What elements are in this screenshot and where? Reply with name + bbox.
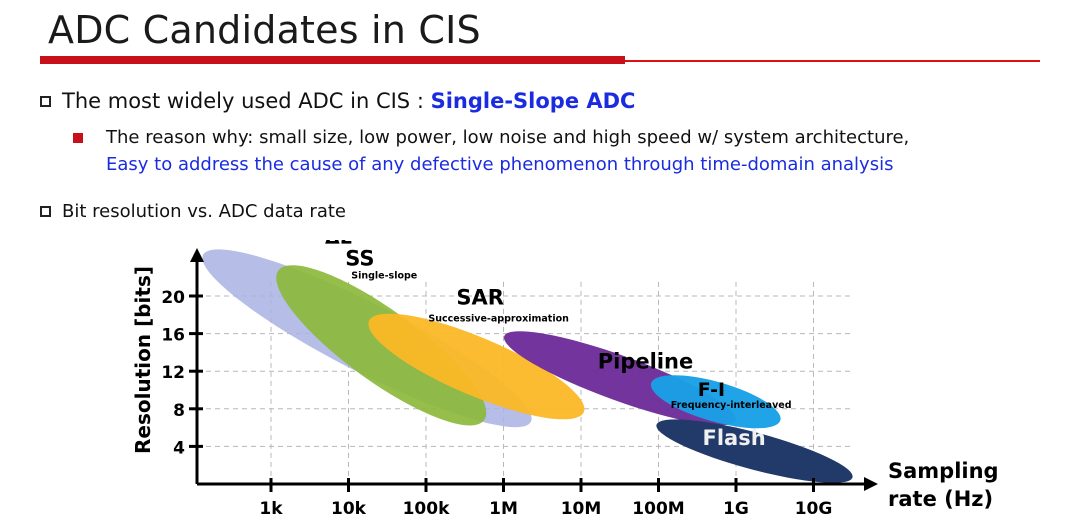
resolution-vs-rate-chart: ΔΣSSSingle-slope SAR Successive-approximat…: [131, 240, 999, 519]
region-subtitle-label: Successive-approximation: [428, 314, 569, 325]
title-divider: [40, 56, 1040, 64]
y-axis-title: Resolution [bits]: [131, 266, 155, 454]
sub-bullet-square-icon: [73, 133, 83, 143]
x-axis-arrow-icon: [864, 477, 878, 491]
title-divider-accent: [40, 56, 625, 64]
y-axis-arrow-icon: [190, 248, 204, 262]
x-axis-ticks: 1k 10k 100k 1M 10M 100M 1G 10G: [259, 478, 832, 519]
y-tick-label: 12: [161, 363, 185, 383]
x-tick-label: 1k: [259, 499, 283, 519]
chart-region-labels: ΔΣSSSingle-slope SAR Successive-approximat…: [325, 240, 792, 450]
sub-bullet-reason-continued: Easy to address the cause of any defecti…: [106, 154, 894, 175]
bullet-square-icon: [40, 206, 51, 217]
region-subtitle-label: Frequency-interleaved: [671, 400, 792, 411]
y-tick-label: 4: [173, 438, 185, 458]
chart-regions: [202, 249, 853, 483]
x-tick-label: 10M: [561, 499, 602, 519]
bullet-square-icon: [40, 96, 51, 107]
slide-title: ADC Candidates in CIS: [48, 8, 481, 52]
region-subtitle-label: Single-slope: [351, 270, 417, 281]
x-tick-label: 1M: [489, 499, 518, 519]
y-axis-ticks: 4 8 12 16 20: [161, 288, 203, 458]
x-tick-label: 10k: [331, 499, 367, 519]
region-name-label: SAR: [456, 286, 504, 310]
region-name-label: F-I: [698, 379, 725, 401]
region-ss-ellipse: [276, 265, 487, 426]
region-sar-ellipse: [368, 313, 585, 420]
x-tick-label: 100k: [403, 499, 450, 519]
x-axis-title-line1: Sampling: [888, 459, 999, 483]
bullet-main-highlight: Single-Slope ADC: [430, 89, 636, 113]
sub-bullet-reason: The reason why: small size, low power, l…: [106, 127, 910, 148]
y-tick-label: 8: [173, 401, 185, 421]
bullet-main-prefix: The most widely used ADC in CIS :: [62, 89, 431, 113]
region-flash-ellipse: [656, 419, 853, 483]
y-tick-label: 20: [161, 288, 185, 308]
region-name-label: SS: [345, 246, 374, 270]
x-tick-label: 10G: [795, 499, 833, 519]
bullet-bit-resolution: Bit resolution vs. ADC data rate: [62, 201, 346, 222]
x-axis-title-line2: rate (Hz): [888, 487, 993, 511]
region-f-i-ellipse: [650, 375, 781, 429]
region-name-label: Flash: [702, 426, 765, 450]
y-tick-label: 16: [161, 326, 185, 346]
x-tick-label: 100M: [632, 499, 684, 519]
region-name-label: ΔΣ: [325, 240, 353, 248]
region-name-label: Pipeline: [598, 349, 693, 373]
x-tick-label: 1G: [723, 499, 749, 519]
bullet-main-adc: The most widely used ADC in CIS : Single…: [62, 89, 635, 113]
